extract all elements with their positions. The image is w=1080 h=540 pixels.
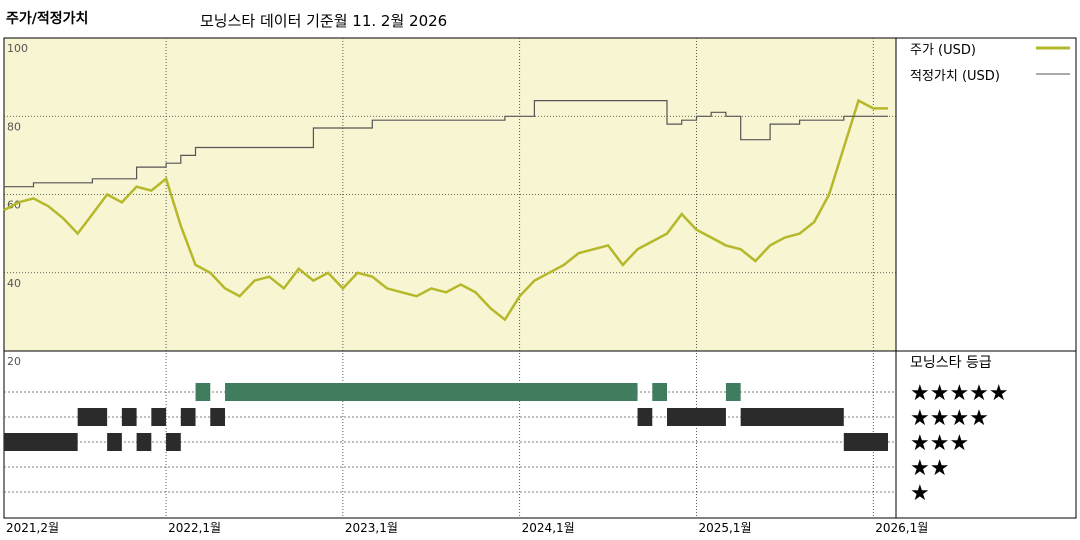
- rating-bar: [210, 408, 225, 426]
- legend: 주가 (USD) 적정가치 (USD): [910, 43, 1070, 84]
- rating-bar: [180, 408, 196, 426]
- x-tick-label: 2026,1월: [875, 521, 928, 535]
- rating-bar: [637, 408, 653, 426]
- y-tick-label: 40: [7, 277, 21, 290]
- rating-bar: [121, 408, 137, 426]
- y-tick-label: 20: [7, 355, 21, 368]
- y-tick-label: 80: [7, 120, 21, 133]
- legend-price-label: 주가 (USD): [910, 43, 976, 58]
- chart-title: 주가/적정가치: [6, 11, 89, 27]
- x-tick-label: 2023,1월: [345, 521, 398, 535]
- x-tick-labels: 2021,2월 2022,1월 2023,1월 2024,1월 2025,1월 2026,…: [6, 521, 928, 535]
- rating-title: 모닝스타 등급: [910, 355, 992, 371]
- rating-bar: [725, 383, 741, 401]
- rating-bars: [4, 383, 888, 451]
- price-line: [3, 98, 888, 322]
- price-panel-background: [4, 38, 896, 351]
- rating-star-label: ★★★★★: [910, 381, 1009, 406]
- rating-bar: [4, 433, 78, 451]
- rating-bar: [667, 408, 726, 426]
- rating-bar: [166, 433, 181, 451]
- x-tick-label: 2025,1월: [698, 521, 751, 535]
- fair-value-line: [4, 100, 888, 188]
- rating-star-label: ★: [910, 481, 930, 506]
- x-tick-label: 2024,1월: [522, 521, 575, 535]
- rating-bar: [740, 408, 844, 426]
- rating-star-label: ★★★★: [910, 406, 989, 431]
- rating-bar: [77, 408, 108, 426]
- rating-star-label: ★★: [910, 456, 949, 481]
- legend-fair-label: 적정가치 (USD): [910, 69, 1000, 84]
- x-tick-label: 2021,2월: [6, 521, 59, 535]
- chart-frame: [3, 37, 1077, 519]
- rating-bar: [136, 433, 152, 451]
- rating-star-label: ★★★: [910, 431, 969, 456]
- rating-bar: [225, 383, 638, 401]
- y-tick-label: 100: [7, 42, 28, 55]
- rating-bar: [195, 383, 211, 401]
- rating-bar: [843, 433, 888, 451]
- x-tick-label: 2022,1월: [168, 521, 221, 535]
- rating-bar: [107, 433, 122, 451]
- chart-subtitle: 모닝스타 데이터 기준월 11. 2월 2026: [200, 12, 448, 30]
- series-lines: [3, 98, 888, 322]
- rating-bar: [151, 408, 167, 426]
- rating-bar: [652, 383, 667, 401]
- rating-star-labels: ★★★★★★★★★★★★★★★: [910, 381, 1009, 506]
